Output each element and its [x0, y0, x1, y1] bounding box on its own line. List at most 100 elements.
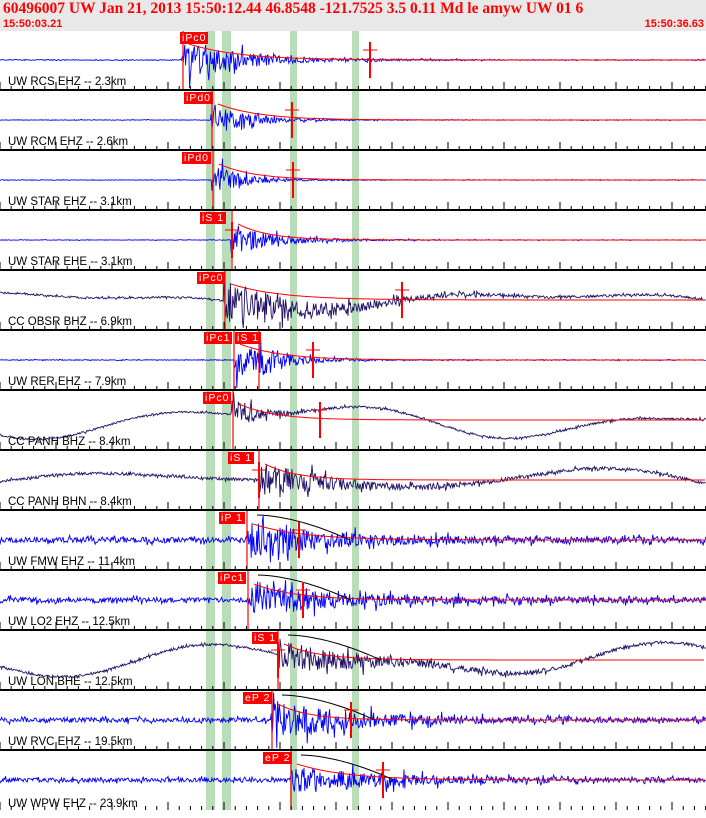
- pick-label[interactable]: iS 1: [228, 452, 255, 464]
- coda-decay-curve: [252, 523, 705, 541]
- station-label: CC OBSR BHZ -- 6.9km: [8, 316, 132, 328]
- station-label: UW WPW EHZ -- 23.9km: [8, 798, 138, 810]
- pick-label[interactable]: iPd0: [182, 152, 212, 164]
- coda-decay-curve: [230, 283, 703, 301]
- coda-duration-curve: [257, 574, 352, 601]
- waveform-line: [0, 638, 706, 679]
- coda-window-band: [290, 511, 297, 569]
- pick-label[interactable]: iS 1: [200, 212, 227, 224]
- trace-panel[interactable]: iPd0 UW STAR EHZ -- 3.1km: [0, 151, 706, 211]
- waveform-line: [0, 515, 706, 563]
- coda-decay-curve: [264, 463, 705, 481]
- trace-panel[interactable]: iPc0 UW RCS EHZ -- 2.3km: [0, 31, 706, 91]
- coda-window-band: [290, 271, 297, 329]
- waveform-canvas: [0, 391, 706, 449]
- coda-decay-curve: [217, 103, 706, 121]
- trace-panel[interactable]: iPc1 iS 1 UW RER EHZ -- 7.9km: [0, 331, 706, 391]
- pick-label[interactable]: iPc1: [204, 332, 233, 344]
- coda-window-band: [222, 691, 231, 749]
- station-label: UW STAR EHZ -- 3.1km: [8, 196, 132, 208]
- waveform-canvas: [0, 631, 706, 689]
- trace-panel[interactable]: eP 2 UW RVC EHZ -- 19.5km: [0, 691, 706, 751]
- coda-decay-curve: [283, 643, 704, 661]
- waveform-canvas: [0, 271, 706, 329]
- station-label: UW RCS EHZ -- 2.3km: [8, 76, 127, 88]
- coda-window-band: [290, 391, 297, 449]
- pick-label[interactable]: iP 1: [219, 512, 245, 524]
- coda-window-band: [206, 271, 215, 329]
- waveform-canvas: [0, 571, 706, 629]
- pick-label[interactable]: iPc1: [218, 572, 247, 584]
- waveform-canvas: [0, 451, 706, 509]
- trace-panel[interactable]: iPc0 CC OBSR BHZ -- 6.9km: [0, 271, 706, 331]
- pick-label[interactable]: eP 2: [263, 752, 293, 764]
- trace-panel[interactable]: iS 1 UW LON BHE -- 12.5km: [0, 631, 706, 691]
- window-start-time: 15:50:03.21: [3, 18, 63, 30]
- coda-duration-curve: [300, 754, 395, 781]
- station-label: UW LON BHE -- 12.5km: [8, 676, 133, 688]
- coda-decay-curve: [277, 703, 706, 721]
- trace-panel[interactable]: iPc0 CC PANH BHZ -- 8.4km: [0, 391, 706, 451]
- pick-label[interactable]: iPc0: [180, 32, 209, 44]
- trace-panel[interactable]: eP 2 UW WPW EHZ -- 23.9km: [0, 751, 706, 811]
- waveform-line: [0, 692, 706, 749]
- coda-window-band: [206, 571, 215, 629]
- coda-window-band: [352, 271, 359, 329]
- coda-window-band: [206, 751, 215, 810]
- pick-label[interactable]: iPd0: [184, 92, 214, 104]
- coda-window-band: [222, 511, 231, 569]
- coda-window-band: [206, 391, 215, 449]
- pick-label[interactable]: iS 1: [252, 632, 279, 644]
- station-label: CC PANH BHZ -- 8.4km: [8, 436, 131, 448]
- coda-duration-curve: [256, 514, 351, 541]
- waveform-line: [0, 579, 706, 617]
- coda-window-band: [206, 691, 215, 749]
- coda-window-band: [206, 631, 215, 689]
- coda-window-band: [352, 631, 359, 689]
- coda-window-band: [206, 31, 215, 89]
- station-label: UW RVC EHZ -- 19.5km: [8, 736, 133, 748]
- coda-window-band: [222, 631, 231, 689]
- pick-label[interactable]: iPc0: [203, 392, 232, 404]
- coda-window-band: [206, 451, 215, 509]
- trace-panel[interactable]: iS 1 UW STAR EHE -- 3.1km: [0, 211, 706, 271]
- trace-panel[interactable]: iPd0 UW RCM EHZ -- 2.6km: [0, 91, 706, 151]
- event-header: 60496007 UW Jan 21, 2013 15:50:12.44 46.…: [0, 0, 706, 31]
- waveform-line: [0, 764, 706, 793]
- station-label: UW RER EHZ -- 7.9km: [8, 376, 127, 388]
- waveform-line: [0, 464, 706, 498]
- waveform-canvas: [0, 511, 706, 569]
- coda-window-band: [290, 631, 297, 689]
- station-label: UW LO2 EHZ -- 12.5km: [8, 616, 131, 628]
- trace-stack: iPc0 UW RCS EHZ -- 2.3km iPd0 UW RCM EHZ --…: [0, 31, 706, 818]
- waveform-canvas: [0, 691, 706, 749]
- coda-window-band: [222, 451, 231, 509]
- coda-decay-curve: [188, 43, 705, 61]
- waveform-canvas: [0, 91, 706, 149]
- coda-window-band: [222, 271, 231, 329]
- trace-panel[interactable]: iP 1 UW FMW EHZ -- 11.4km: [0, 511, 706, 571]
- coda-window-band: [352, 151, 359, 209]
- coda-decay-curve: [296, 763, 705, 781]
- station-label: UW RCM EHZ -- 2.6km: [8, 136, 129, 148]
- coda-window-band: [222, 391, 231, 449]
- coda-decay-curve: [253, 583, 706, 601]
- trace-panel[interactable]: iS 1 CC PANH BHN -- 8.4km: [0, 451, 706, 511]
- station-label: UW FMW EHZ -- 11.4km: [8, 556, 135, 568]
- waveform-canvas: [0, 211, 706, 269]
- pick-label[interactable]: iS 1: [235, 332, 262, 344]
- pick-label[interactable]: iPc0: [197, 272, 226, 284]
- coda-decay-curve: [238, 403, 703, 421]
- window-end-time: 15:50:36.63: [644, 18, 704, 30]
- waveform-canvas: [0, 331, 706, 389]
- event-header-title: 60496007 UW Jan 21, 2013 15:50:12.44 46.…: [3, 0, 584, 17]
- pick-label[interactable]: eP 2: [243, 692, 273, 704]
- coda-duration-curve: [287, 634, 382, 661]
- waveform-line: [0, 392, 706, 442]
- waveform-canvas: [0, 151, 706, 209]
- coda-decay-curve: [218, 163, 703, 181]
- coda-window-band: [352, 391, 359, 449]
- trace-panel[interactable]: iPc1 UW LO2 EHZ -- 12.5km: [0, 571, 706, 631]
- coda-decay-curve: [239, 343, 704, 361]
